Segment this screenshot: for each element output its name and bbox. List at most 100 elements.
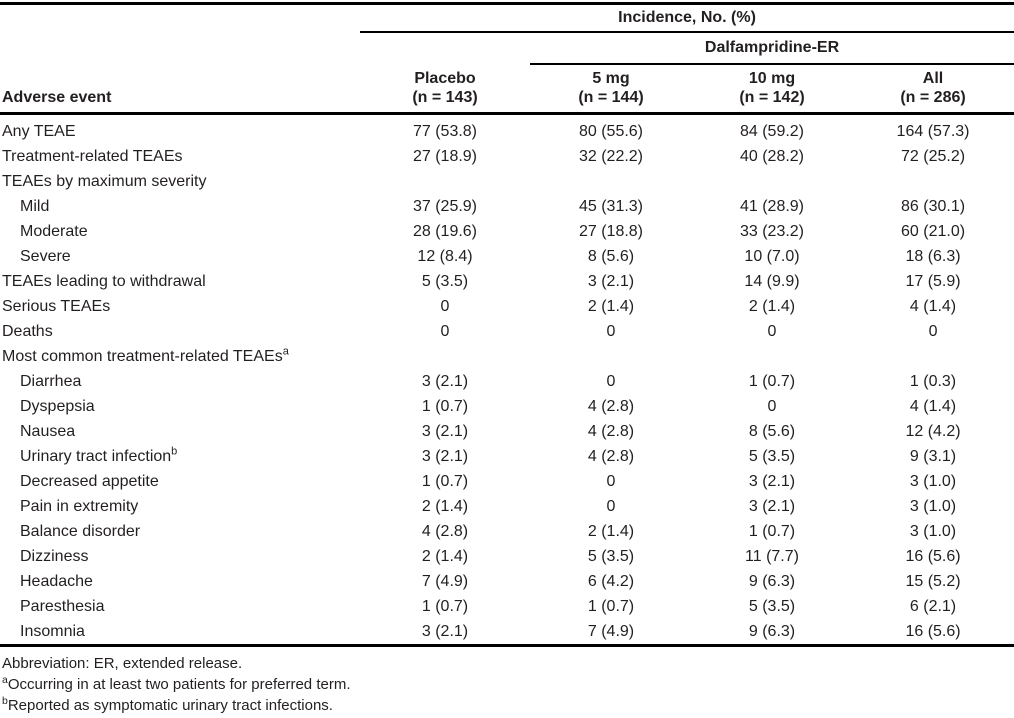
cell-value: 37 (25.9): [412, 197, 478, 215]
incidence-spanner-label: Incidence, No. (%): [360, 3, 1014, 33]
cell-value: 2 (1.4): [748, 297, 796, 315]
table-row: Decreased appetite 1 (0.7) 0 3 (2.1) 3 (…: [0, 469, 1014, 494]
drug-spanner-label: Dalfampridine-ER: [530, 31, 1014, 65]
footnote-abbreviation: Abbreviation: ER, extended release.: [2, 653, 1014, 674]
cell-value: 3 (2.1): [421, 372, 469, 390]
cell-value: 5 (3.5): [748, 597, 796, 615]
footnote-sup: a: [2, 674, 8, 686]
cell-value: 3 (2.1): [587, 272, 635, 290]
cell-value: 3 (1.0): [909, 497, 957, 515]
table-row: Balance disorder 4 (2.8) 2 (1.4) 1 (0.7)…: [0, 519, 1014, 544]
row-label: TEAEs leading to withdrawal: [2, 272, 206, 290]
cell-value: 3 (2.1): [421, 622, 469, 640]
row-label: Urinary tract infection: [20, 447, 172, 465]
column-n: (n = 286): [900, 89, 966, 106]
cell-value: 4 (2.8): [421, 522, 469, 540]
column-header-all: All (n = 286): [852, 63, 1014, 115]
footnote-text: Reported as symptomatic urinary tract in…: [7, 697, 333, 714]
table-row: Diarrhea 3 (2.1) 0 1 (0.7) 1 (0.3): [0, 369, 1014, 394]
cell-value: [360, 169, 530, 194]
cell-value: 4 (2.8): [587, 397, 635, 415]
cell-value: 4 (1.4): [909, 297, 957, 315]
table-row: Moderate 28 (19.6) 27 (18.8) 33 (23.2) 6…: [0, 219, 1014, 244]
cell-value: 33 (23.2): [739, 222, 805, 240]
table-row: Insomnia 3 (2.1) 7 (4.9) 9 (6.3) 16 (5.6…: [0, 619, 1014, 646]
cell-value: 0: [606, 472, 616, 490]
cell-value: 1 (0.7): [421, 397, 469, 415]
row-label: TEAEs by maximum severity: [2, 172, 207, 190]
row-label: Any TEAE: [2, 122, 76, 140]
column-header-10mg: 10 mg (n = 142): [692, 63, 852, 115]
cell-value: 3 (1.0): [909, 472, 957, 490]
cell-value: 27 (18.8): [578, 222, 644, 240]
column-label: 5 mg: [592, 70, 630, 87]
cell-value: 7 (4.9): [587, 622, 635, 640]
cell-value: 1 (0.7): [421, 597, 469, 615]
spacer-cell: [360, 32, 530, 64]
table-group-row: TEAEs by maximum severity: [0, 169, 1014, 194]
footnote-sup: b: [2, 695, 8, 707]
cell-value: 7 (4.9): [421, 572, 469, 590]
drug-spanner-row: Dalfampridine-ER: [0, 31, 1014, 65]
table-row: Headache 7 (4.9) 6 (4.2) 9 (6.3) 15 (5.2…: [0, 569, 1014, 594]
cell-value: 0: [606, 322, 616, 340]
row-label: Balance disorder: [20, 522, 141, 540]
cell-value: 17 (5.9): [905, 272, 961, 290]
table-row: Urinary tract infectionb 3 (2.1) 4 (2.8)…: [0, 444, 1014, 469]
cell-value: 32 (22.2): [578, 147, 644, 165]
cell-value: 3 (2.1): [748, 472, 796, 490]
column-n: (n = 142): [739, 89, 805, 106]
cell-value: 3 (2.1): [748, 497, 796, 515]
table-row: Serious TEAEs 0 2 (1.4) 2 (1.4) 4 (1.4): [0, 294, 1014, 319]
cell-value: [852, 169, 1014, 194]
cell-value: 12 (8.4): [417, 247, 473, 265]
cell-value: 16 (5.6): [905, 547, 961, 565]
table-row: Dyspepsia 1 (0.7) 4 (2.8) 0 4 (1.4): [0, 394, 1014, 419]
cell-value: 2 (1.4): [421, 547, 469, 565]
spacer-cell: [0, 32, 360, 64]
cell-value: 77 (53.8): [412, 122, 478, 140]
column-header-5mg: 5 mg (n = 144): [530, 63, 692, 115]
cell-value: [852, 344, 1014, 369]
cell-value: 84 (59.2): [739, 122, 805, 140]
column-n: (n = 144): [578, 89, 644, 106]
cell-value: [360, 344, 530, 369]
cell-value: 15 (5.2): [905, 572, 961, 590]
row-label: Diarrhea: [20, 372, 82, 390]
cell-value: 0: [767, 397, 777, 415]
cell-value: 14 (9.9): [744, 272, 800, 290]
adverse-events-table: Incidence, No. (%) Dalfampridine-ER Adve…: [0, 2, 1014, 647]
cell-value: 6 (2.1): [909, 597, 957, 615]
row-label: Severe: [20, 247, 71, 265]
row-label: Nausea: [20, 422, 76, 440]
column-header-placebo: Placebo (n = 143): [360, 63, 530, 115]
cell-value: 3 (2.1): [421, 447, 469, 465]
cell-value: 4 (2.8): [587, 447, 635, 465]
cell-value: [530, 344, 692, 369]
column-label: Placebo: [414, 70, 476, 87]
cell-value: 2 (1.4): [587, 297, 635, 315]
column-label: 10 mg: [748, 70, 796, 87]
table-footnotes: Abbreviation: ER, extended release. aOcc…: [0, 653, 1014, 716]
footnote-text: Occurring in at least two patients for p…: [7, 676, 351, 693]
row-label: Treatment-related TEAEs: [2, 147, 183, 165]
cell-value: 0: [767, 322, 777, 340]
cell-value: [692, 169, 852, 194]
row-label: Deaths: [2, 322, 53, 340]
cell-value: 1 (0.7): [421, 472, 469, 490]
row-label: Paresthesia: [20, 597, 105, 615]
footnote-b: bReported as symptomatic urinary tract i…: [2, 695, 1014, 716]
cell-value: 10 (7.0): [744, 247, 800, 265]
cell-value: 3 (2.1): [421, 422, 469, 440]
cell-value: 80 (55.6): [578, 122, 644, 140]
column-header-row: Adverse event Placebo (n = 143) 5 mg (n …: [0, 63, 1014, 115]
cell-value: 60 (21.0): [901, 222, 966, 240]
footnote-text: Abbreviation: ER, extended release.: [2, 655, 243, 672]
table-row: TEAEs leading to withdrawal 5 (3.5) 3 (2…: [0, 269, 1014, 294]
cell-value: 5 (3.5): [748, 447, 796, 465]
incidence-spanner-row: Incidence, No. (%): [0, 3, 1014, 33]
cell-value: 2 (1.4): [421, 497, 469, 515]
cell-value: 41 (28.9): [739, 197, 805, 215]
table-row: Nausea 3 (2.1) 4 (2.8) 8 (5.6) 12 (4.2): [0, 419, 1014, 444]
